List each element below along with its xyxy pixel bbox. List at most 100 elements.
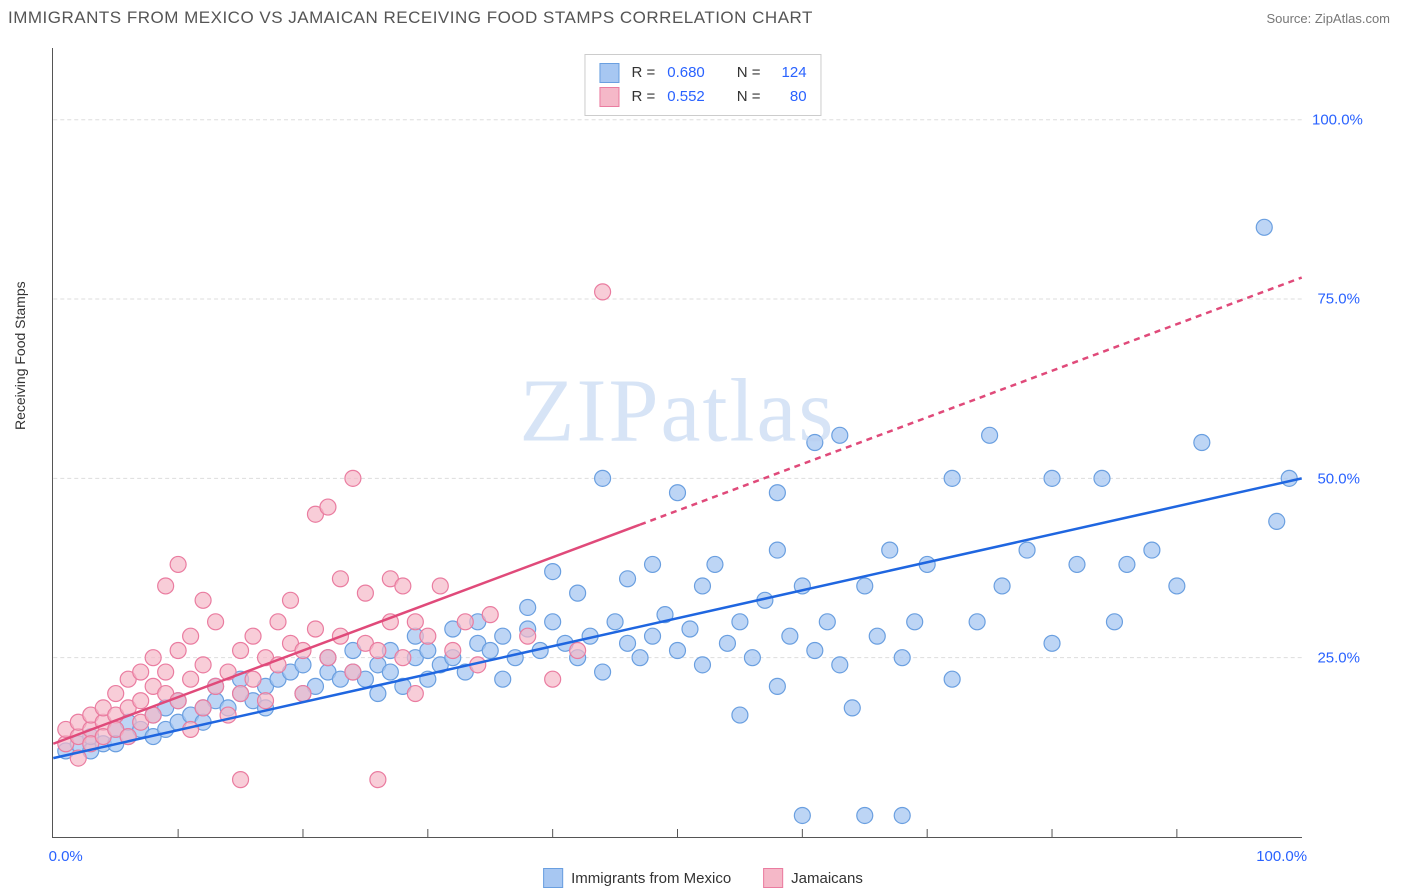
data-point [245,628,261,644]
data-point [1044,470,1060,486]
series-legend: Immigrants from Mexico Jamaicans [543,868,863,888]
data-point [869,628,885,644]
legend-swatch [599,87,619,107]
y-tick-label: 25.0% [1312,650,1360,667]
y-tick-label: 75.0% [1312,291,1360,308]
data-point [370,686,386,702]
data-point [295,686,311,702]
r-value: 0.552 [667,85,705,109]
data-point [670,643,686,659]
y-tick-label: 50.0% [1312,470,1360,487]
data-point [183,671,199,687]
x-tick-label: 0.0% [49,848,83,866]
data-point [1169,578,1185,594]
data-point [782,628,798,644]
data-point [894,807,910,823]
data-point [832,427,848,443]
data-point [495,628,511,644]
data-point [907,614,923,630]
y-axis-label: Receiving Food Stamps [12,281,28,430]
stats-legend: R =0.680N =124R =0.552N =80 [584,54,821,116]
legend-swatch [543,868,563,888]
data-point [495,671,511,687]
data-point [1044,635,1060,651]
data-point [420,643,436,659]
data-point [1106,614,1122,630]
data-point [844,700,860,716]
x-tick-label: 100.0% [1256,848,1307,866]
data-point [570,585,586,601]
plot-area: ZIPatlas [52,48,1302,838]
data-point [832,657,848,673]
data-point [545,614,561,630]
chart-title: IMMIGRANTS FROM MEXICO VS JAMAICAN RECEI… [8,8,813,28]
data-point [857,807,873,823]
stats-legend-row: R =0.552N =80 [599,85,806,109]
data-point [969,614,985,630]
data-point [233,643,249,659]
data-point [819,614,835,630]
data-point [520,628,536,644]
data-point [258,693,274,709]
data-point [645,628,661,644]
data-point [482,643,498,659]
chart-container: ZIPatlas [52,48,1302,838]
data-point [170,556,186,572]
data-point [320,650,336,666]
data-point [133,664,149,680]
data-point [208,614,224,630]
data-point [195,657,211,673]
data-point [807,643,823,659]
data-point [457,614,473,630]
data-point [595,284,611,300]
data-point [1119,556,1135,572]
data-point [1281,470,1297,486]
y-tick-label: 100.0% [1312,111,1360,128]
data-point [632,650,648,666]
data-point [545,564,561,580]
data-point [108,686,124,702]
r-label: R = [631,61,655,85]
r-label: R = [631,85,655,109]
data-point [382,664,398,680]
r-value: 0.680 [667,61,705,85]
data-point [233,772,249,788]
legend-swatch [599,63,619,83]
data-point [183,628,199,644]
series-legend-item: Immigrants from Mexico [543,868,731,888]
data-point [857,578,873,594]
data-point [1094,470,1110,486]
data-point [345,664,361,680]
data-point [694,657,710,673]
data-point [320,499,336,515]
data-point [645,556,661,572]
data-point [769,542,785,558]
n-label: N = [737,85,761,109]
data-point [357,585,373,601]
data-point [395,650,411,666]
data-point [682,621,698,637]
data-point [882,542,898,558]
data-point [794,807,810,823]
data-point [769,678,785,694]
trend-line-dashed [640,278,1302,525]
trend-line-solid [53,525,640,744]
data-point [607,614,623,630]
data-point [270,614,286,630]
source-attribution: Source: ZipAtlas.com [1266,11,1390,26]
data-point [769,485,785,501]
series-legend-item: Jamaicans [763,868,863,888]
series-legend-label: Jamaicans [791,870,863,887]
data-point [245,671,261,687]
data-point [233,686,249,702]
data-point [307,621,323,637]
data-point [744,650,760,666]
data-point [407,686,423,702]
data-point [1019,542,1035,558]
data-point [1269,513,1285,529]
data-point [482,607,498,623]
data-point [158,664,174,680]
data-point [432,578,448,594]
legend-swatch [763,868,783,888]
data-point [732,707,748,723]
